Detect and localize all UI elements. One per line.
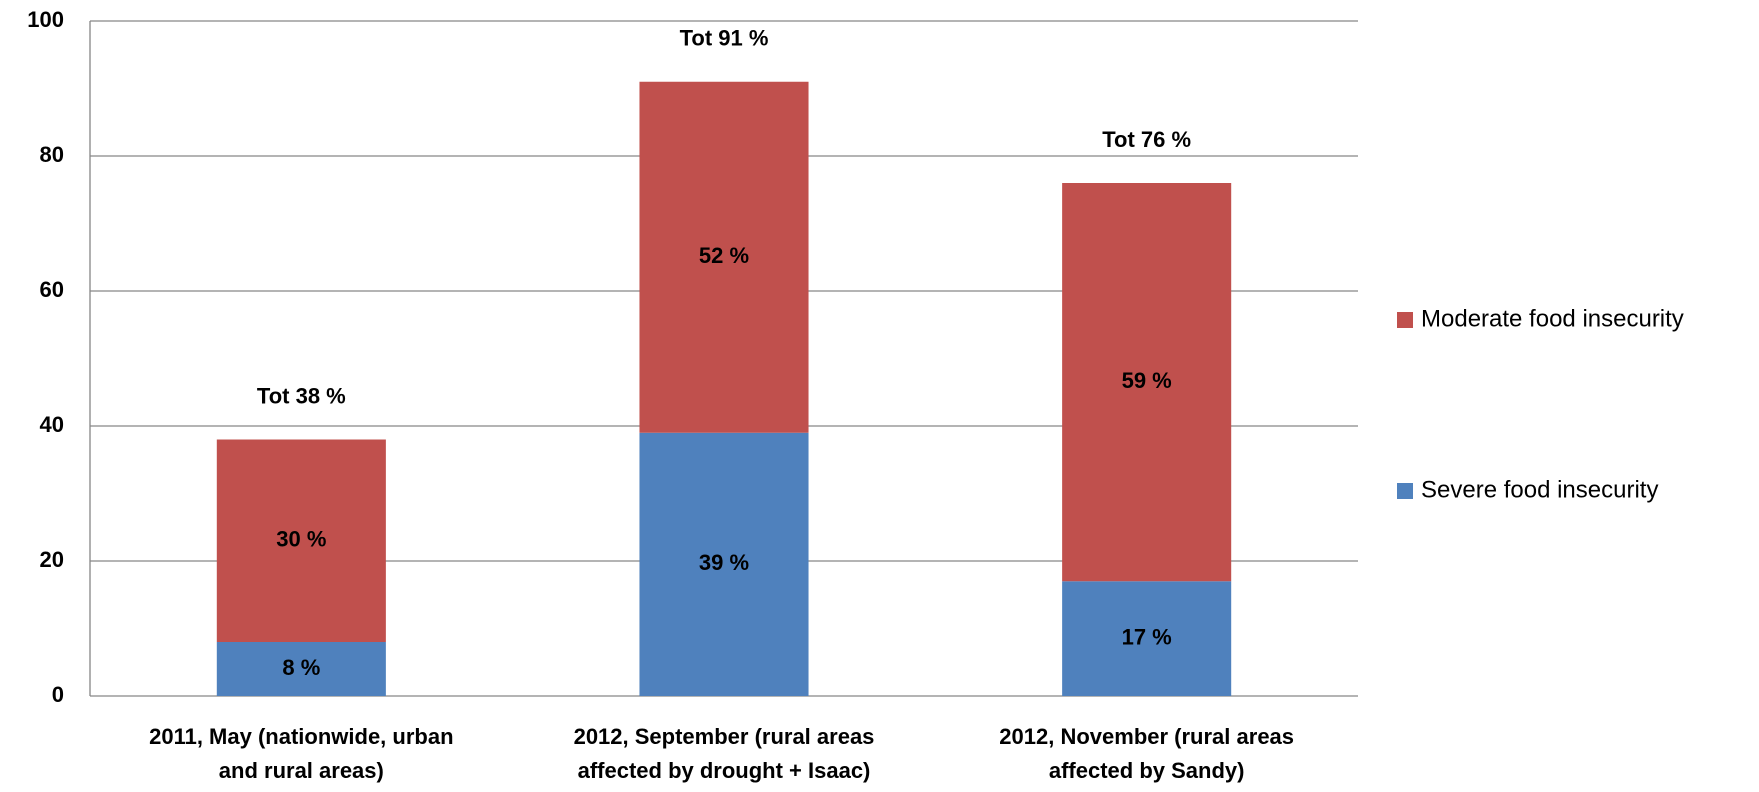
y-tick-label: 60 <box>40 277 64 302</box>
y-tick-label: 0 <box>52 682 64 707</box>
y-tick-label: 80 <box>40 142 64 167</box>
total-label: Tot 91 % <box>680 26 769 51</box>
legend-swatch <box>1397 312 1413 328</box>
bar-segment <box>216 439 386 642</box>
x-tick-label: 2012, November (rural areas <box>999 724 1294 749</box>
data-label: 59 % <box>1122 368 1172 393</box>
bar-segment <box>216 642 386 696</box>
total-label: Tot 38 % <box>257 383 346 408</box>
x-tick-label: 2012, September (rural areas <box>574 724 875 749</box>
x-tick-label: affected by drought + Isaac) <box>578 758 871 783</box>
data-label: 17 % <box>1122 624 1172 649</box>
data-label: 8 % <box>282 655 320 680</box>
bar-segment <box>639 432 809 696</box>
total-label: Tot 76 % <box>1102 127 1191 152</box>
legend-label: Severe food insecurity <box>1421 476 1658 503</box>
bar-segment <box>1062 581 1232 696</box>
data-label: 39 % <box>699 550 749 575</box>
data-label: 52 % <box>699 243 749 268</box>
legend-label: Moderate food insecurity <box>1421 305 1684 332</box>
x-tick-label: 2011, May (nationwide, urban <box>149 724 453 749</box>
bar-segment <box>639 81 809 433</box>
legend-swatch <box>1397 483 1413 499</box>
x-tick-label: affected by Sandy) <box>1049 758 1245 783</box>
data-label: 30 % <box>276 527 326 552</box>
y-tick-label: 40 <box>40 412 64 437</box>
y-tick-label: 20 <box>40 547 64 572</box>
bar-segment <box>1062 183 1232 582</box>
y-tick-label: 100 <box>27 7 64 32</box>
x-tick-label: and rural areas) <box>219 758 384 783</box>
